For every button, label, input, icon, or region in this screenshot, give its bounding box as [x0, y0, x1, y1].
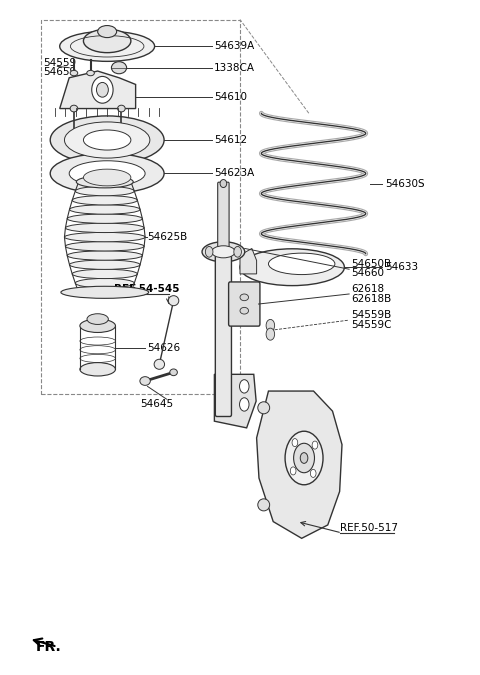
Ellipse shape	[84, 169, 131, 186]
Ellipse shape	[50, 116, 164, 164]
Text: 54625B: 54625B	[147, 232, 188, 242]
Ellipse shape	[50, 153, 164, 194]
Ellipse shape	[61, 286, 149, 298]
Ellipse shape	[87, 314, 108, 325]
Circle shape	[312, 441, 318, 449]
Polygon shape	[60, 71, 136, 109]
Ellipse shape	[170, 369, 178, 376]
Ellipse shape	[87, 70, 95, 76]
Ellipse shape	[140, 377, 150, 385]
Circle shape	[266, 319, 275, 331]
Ellipse shape	[118, 105, 125, 112]
Ellipse shape	[65, 242, 144, 251]
Text: 54559B: 54559B	[351, 310, 392, 321]
Ellipse shape	[258, 499, 270, 511]
Text: 54626: 54626	[147, 342, 180, 352]
Ellipse shape	[72, 269, 137, 279]
Polygon shape	[240, 248, 257, 274]
Bar	[41, 20, 240, 394]
Circle shape	[240, 398, 249, 411]
FancyBboxPatch shape	[216, 255, 231, 416]
Circle shape	[285, 431, 323, 485]
Circle shape	[205, 246, 213, 257]
Circle shape	[290, 467, 296, 475]
Ellipse shape	[79, 288, 131, 297]
Circle shape	[240, 379, 249, 393]
Ellipse shape	[75, 186, 134, 196]
Text: 54630S: 54630S	[384, 178, 424, 188]
Ellipse shape	[202, 242, 245, 262]
Ellipse shape	[69, 161, 145, 186]
Text: 54645: 54645	[141, 400, 174, 410]
Text: 1338CA: 1338CA	[214, 63, 255, 73]
Circle shape	[311, 469, 316, 477]
Ellipse shape	[240, 294, 249, 300]
Ellipse shape	[72, 196, 137, 205]
Ellipse shape	[70, 105, 78, 112]
Ellipse shape	[240, 307, 249, 314]
Ellipse shape	[64, 122, 150, 158]
Ellipse shape	[258, 402, 270, 414]
Circle shape	[266, 328, 275, 340]
Text: 62618B: 62618B	[351, 294, 392, 304]
Ellipse shape	[96, 82, 108, 97]
Ellipse shape	[84, 29, 131, 53]
Ellipse shape	[92, 76, 113, 103]
Circle shape	[300, 453, 308, 463]
FancyBboxPatch shape	[228, 282, 260, 326]
Text: 54660: 54660	[351, 268, 384, 278]
Text: 54633: 54633	[384, 262, 418, 272]
Text: 54623A: 54623A	[214, 169, 254, 178]
Ellipse shape	[97, 26, 117, 38]
Ellipse shape	[240, 249, 344, 286]
Ellipse shape	[168, 296, 179, 306]
Ellipse shape	[60, 31, 155, 61]
Text: 54559: 54559	[43, 58, 76, 68]
Circle shape	[234, 246, 241, 257]
Ellipse shape	[220, 180, 227, 188]
Polygon shape	[215, 375, 256, 428]
Ellipse shape	[70, 70, 78, 76]
Ellipse shape	[212, 246, 235, 258]
Ellipse shape	[75, 278, 134, 288]
Text: 54559C: 54559C	[351, 320, 392, 330]
Circle shape	[292, 439, 298, 447]
Text: REF.54-545: REF.54-545	[114, 284, 180, 294]
Ellipse shape	[84, 130, 131, 150]
Text: 54650B: 54650B	[351, 259, 392, 269]
Ellipse shape	[80, 319, 116, 333]
Ellipse shape	[64, 232, 145, 242]
Ellipse shape	[67, 214, 143, 223]
Ellipse shape	[65, 223, 144, 233]
FancyBboxPatch shape	[218, 182, 229, 248]
Text: 54639A: 54639A	[214, 41, 254, 51]
Text: REF.50-517: REF.50-517	[340, 523, 397, 533]
Circle shape	[294, 443, 314, 472]
Ellipse shape	[154, 359, 165, 369]
Ellipse shape	[111, 61, 127, 74]
Text: 54610: 54610	[214, 92, 247, 101]
Ellipse shape	[79, 177, 131, 186]
Ellipse shape	[67, 251, 143, 260]
Text: 54659: 54659	[43, 67, 76, 77]
Text: 54612: 54612	[214, 135, 247, 145]
Ellipse shape	[268, 253, 335, 275]
Ellipse shape	[76, 176, 133, 188]
Text: FR.: FR.	[36, 640, 62, 654]
Text: 62618: 62618	[351, 284, 384, 294]
Polygon shape	[257, 391, 342, 539]
Ellipse shape	[70, 260, 140, 269]
Ellipse shape	[80, 362, 116, 376]
Ellipse shape	[70, 205, 140, 214]
